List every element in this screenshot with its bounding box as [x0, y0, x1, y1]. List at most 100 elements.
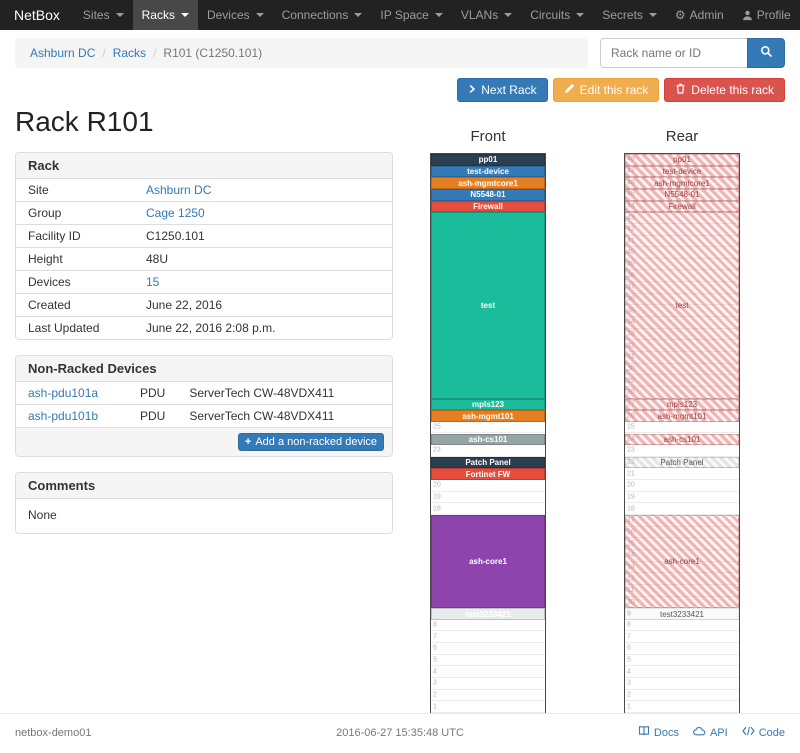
rack-device-rear[interactable]: test3233421	[625, 608, 739, 620]
nav-profile[interactable]: Profile	[733, 0, 800, 30]
rack-device-rear[interactable]: Patch Panel	[625, 456, 739, 469]
main-nav: Sites Racks Devices Connections IP Space…	[74, 0, 666, 30]
unit-number: 6	[433, 644, 437, 652]
rack-device-label: Patch Panel	[465, 458, 511, 468]
rack-device-label: test	[675, 300, 689, 310]
device-link[interactable]: ash-pdu101a	[28, 386, 99, 400]
rack-device-front[interactable]: Fortinet FW	[431, 468, 545, 481]
group-link[interactable]: Cage 1250	[146, 206, 205, 220]
nav-profile-label: Profile	[756, 8, 791, 22]
nav-secrets[interactable]: Secrets	[593, 0, 666, 30]
rack-unit: 7	[625, 631, 739, 644]
user-icon	[742, 10, 753, 21]
devices-count-link[interactable]: 15	[146, 275, 160, 289]
api-link[interactable]: API	[693, 725, 728, 740]
rack-device-front[interactable]: test	[431, 212, 545, 399]
rack-device-front[interactable]: ash-core1	[431, 515, 545, 609]
chevron-down-icon	[648, 13, 657, 17]
add-non-racked-label: Add a non-racked device	[255, 436, 377, 448]
search-input[interactable]	[600, 38, 747, 68]
rack-unit: 9	[625, 608, 739, 620]
add-non-racked-device-button[interactable]: + Add a non-racked device	[237, 433, 384, 451]
nav-admin[interactable]: ⚙ Admin	[666, 0, 733, 30]
rear-elevation-title: Rear	[665, 128, 699, 145]
device-link[interactable]: ash-pdu101b	[28, 409, 99, 423]
rack-unit: 8	[625, 620, 739, 632]
rack-device-rear[interactable]: test	[625, 212, 739, 399]
nav-circuits[interactable]: Circuits	[521, 0, 593, 30]
unit-number: 22	[627, 459, 635, 466]
delete-rack-button[interactable]: Delete this rack	[664, 78, 785, 102]
rack-device-label: pp01	[673, 155, 691, 165]
rack-device-front[interactable]: mpls123	[431, 398, 545, 411]
rack-device-front[interactable]: Firewall	[431, 200, 545, 213]
breadcrumb-current: R101 (C1250.101)	[163, 46, 263, 60]
non-racked-table: ash-pdu101a PDU ServerTech CW-48VDX411 a…	[16, 382, 392, 427]
rack-device-rear[interactable]: pp01	[625, 154, 739, 166]
rack-device-rear[interactable]: mpls123	[625, 398, 739, 411]
device-type: ServerTech CW-48VDX411	[177, 404, 392, 427]
rack-unit: 25	[431, 422, 545, 434]
rack-device-rear[interactable]: ash-cs101	[625, 433, 739, 446]
unit-number: 5	[433, 656, 437, 664]
rack-device-rear[interactable]: test-device	[625, 165, 739, 178]
search-button[interactable]	[747, 38, 785, 68]
rack-device-label: test-device	[662, 166, 702, 176]
trash-icon	[675, 83, 686, 97]
rack-device-front[interactable]: ash-cs101	[431, 433, 545, 446]
rack-device-rear[interactable]: ash-mgmtcore1	[625, 177, 739, 189]
nav-connections[interactable]: Connections	[273, 0, 372, 30]
rack-device-label: test3233421	[465, 609, 511, 619]
unit-number: 8	[433, 621, 437, 629]
docs-link[interactable]: Docs	[638, 725, 679, 740]
site-link[interactable]: Ashburn DC	[146, 183, 212, 197]
rack-device-rear[interactable]: Firewall	[625, 200, 739, 213]
unit-number: 25	[627, 423, 635, 431]
device-role: PDU	[128, 404, 178, 427]
rack-device-label: Fortinet FW	[465, 469, 511, 479]
rack-device-front[interactable]: pp01	[431, 154, 545, 166]
rack-device-label: Patch Panel	[660, 458, 704, 468]
nav-devices[interactable]: Devices	[198, 0, 273, 30]
nav-vlans[interactable]: VLANs	[452, 0, 521, 30]
table-row: Last Updated June 22, 2016 2:08 p.m.	[16, 316, 392, 339]
rack-device-front[interactable]: ash-mgmt101	[431, 410, 545, 422]
table-row: Group Cage 1250	[16, 201, 392, 225]
next-rack-button[interactable]: Next Rack	[457, 78, 548, 102]
unit-number: 21	[627, 470, 635, 478]
rack-device-rear[interactable]: ash-mgmt101	[625, 410, 739, 422]
rack-device-front[interactable]: Patch Panel	[431, 456, 545, 469]
rack-device-front[interactable]: N5548-01	[431, 188, 545, 201]
rack-device-rear[interactable]: ash-core1	[625, 515, 739, 609]
rack-unit: 7	[431, 631, 545, 644]
rack-unit: 20	[431, 480, 545, 492]
docs-label: Docs	[653, 726, 679, 739]
nav-ip-space[interactable]: IP Space	[371, 0, 451, 30]
rack-device-rear[interactable]: N5548-01	[625, 188, 739, 201]
rack-device-label: mpls123	[666, 399, 698, 409]
comments-body: None	[28, 508, 57, 522]
chevron-down-icon	[576, 13, 585, 17]
hostname: netbox-demo01	[15, 726, 92, 739]
brand-link[interactable]: NetBox	[14, 7, 60, 23]
nav-sites-label: Sites	[82, 8, 110, 22]
chevron-down-icon	[180, 13, 189, 17]
unit-number: 19	[627, 493, 635, 501]
rack-unit: 23	[431, 445, 545, 457]
rack-device-front[interactable]: test3233421	[431, 608, 545, 620]
edit-rack-button[interactable]: Edit this rack	[552, 78, 660, 102]
breadcrumb-racks-link[interactable]: Racks	[112, 46, 147, 60]
code-link[interactable]: Code	[741, 725, 785, 740]
rack-device-label: pp01	[478, 155, 498, 165]
rack-device-front[interactable]: test-device	[431, 165, 545, 178]
breadcrumb-row: Ashburn DC Racks R101 (C1250.101)	[15, 38, 785, 68]
rack-info-panel: Rack Site Ashburn DC Group Cage 1250 Fac…	[15, 152, 393, 340]
rack-device-front[interactable]: ash-mgmtcore1	[431, 177, 545, 189]
rack-unit: 3	[625, 678, 739, 690]
rack-device-label: ash-mgmtcore1	[458, 178, 518, 188]
attr-label-devices: Devices	[16, 270, 134, 294]
breadcrumb-site-link[interactable]: Ashburn DC	[30, 46, 96, 60]
nav-racks-label: Racks	[141, 8, 175, 22]
nav-racks[interactable]: Racks	[132, 0, 198, 30]
nav-sites[interactable]: Sites	[74, 0, 133, 30]
